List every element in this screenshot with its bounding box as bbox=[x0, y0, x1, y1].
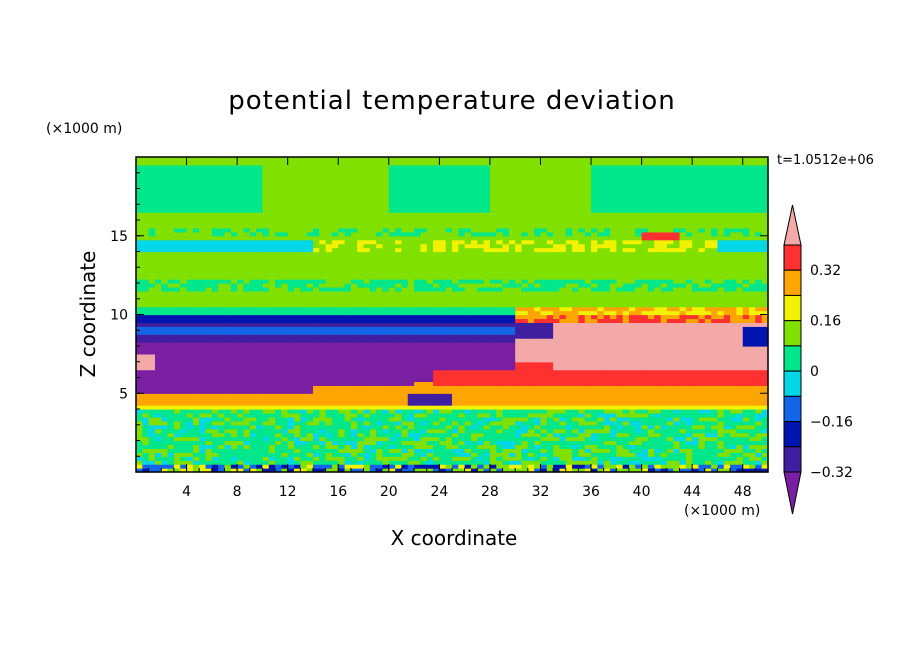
colorbar-tick-label: 0 bbox=[810, 364, 819, 380]
colorbar-box bbox=[783, 269, 802, 296]
y-tick-label: 10 bbox=[110, 308, 128, 324]
time-label: t=1.0512e+06 bbox=[777, 153, 874, 168]
colorbar: 0.32 0.16 0 −0.16 −0.32 bbox=[783, 204, 853, 515]
colorbar-tick-label: −0.16 bbox=[810, 415, 853, 431]
colorbar-top-triangle bbox=[783, 204, 802, 246]
x-tick-label: 12 bbox=[279, 484, 297, 500]
x-tick-label: 48 bbox=[734, 484, 752, 500]
colorbar-box bbox=[783, 395, 802, 423]
x-tick-label: 4 bbox=[182, 484, 191, 500]
x-axis-unit: (×1000 m) bbox=[684, 503, 761, 519]
x-tick-label: 40 bbox=[633, 484, 651, 500]
x-tick-label: 20 bbox=[380, 484, 398, 500]
x-axis-label: X coordinate bbox=[390, 526, 518, 550]
x-tick-label: 28 bbox=[481, 484, 499, 500]
colorbar-tick-label: 0.16 bbox=[810, 314, 841, 330]
y-tick-label: 15 bbox=[110, 229, 128, 245]
colorbar-box bbox=[783, 320, 802, 347]
y-axis: 5 10 15 bbox=[110, 156, 768, 473]
chart-title: potential temperature deviation bbox=[228, 86, 676, 116]
colorbar-box bbox=[783, 370, 802, 397]
y-axis-unit: (×1000 m) bbox=[46, 121, 123, 137]
x-tick-label: 36 bbox=[582, 484, 600, 500]
x-tick-label: 32 bbox=[532, 484, 550, 500]
colorbar-tick-label: 0.32 bbox=[810, 263, 841, 279]
colorbar-box bbox=[783, 421, 802, 448]
colorbar-tick-label: −0.32 bbox=[810, 465, 853, 481]
colorbar-box bbox=[783, 244, 802, 271]
x-tick-label: 16 bbox=[329, 484, 347, 500]
x-tick-label: 8 bbox=[233, 484, 242, 500]
colorbar-box bbox=[783, 446, 802, 473]
colorbar-bottom-triangle bbox=[783, 471, 802, 515]
x-tick-label: 24 bbox=[430, 484, 448, 500]
y-tick-label: 5 bbox=[119, 386, 128, 402]
colorbar-box bbox=[783, 345, 802, 372]
x-axis: 4 8 12 16 20 24 28 32 36 40 44 48 bbox=[135, 157, 769, 500]
contour-field bbox=[136, 157, 769, 473]
x-tick-label: 44 bbox=[683, 484, 701, 500]
colorbar-box bbox=[783, 294, 802, 322]
